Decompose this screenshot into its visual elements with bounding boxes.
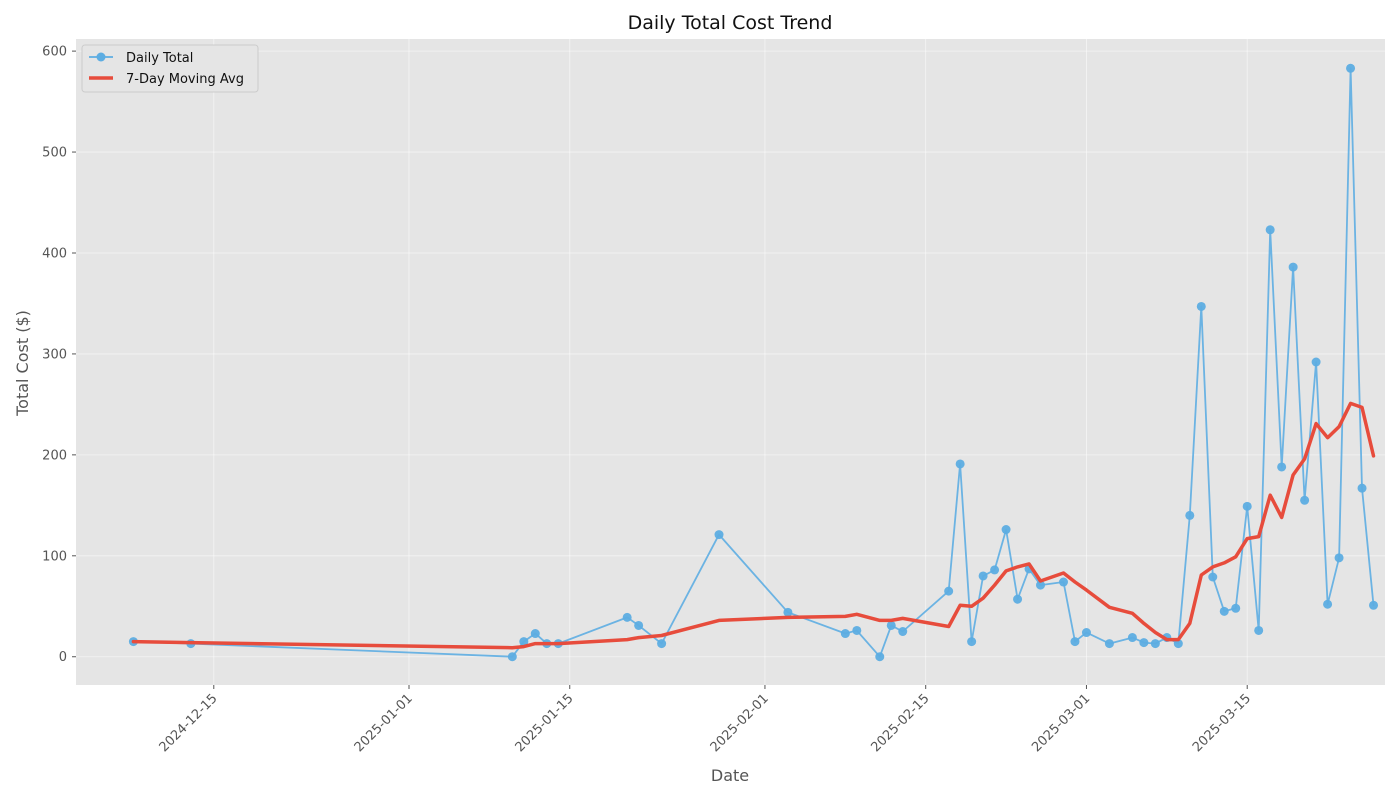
data-point: [1369, 600, 1379, 610]
data-point: [1104, 639, 1114, 649]
y-tick-label: 300: [42, 347, 67, 362]
y-tick-label: 600: [42, 45, 67, 60]
data-point: [1334, 553, 1344, 563]
data-point: [1001, 525, 1011, 535]
data-point: [875, 652, 885, 662]
data-point: [1357, 483, 1367, 493]
data-point: [944, 586, 954, 596]
y-tick-label: 200: [42, 448, 67, 463]
moving-avg-line: [131, 401, 1376, 650]
data-point: [1311, 357, 1321, 367]
y-tick-label: 0: [59, 650, 67, 665]
data-point: [1277, 462, 1287, 472]
data-point: [657, 639, 667, 649]
data-point: [955, 459, 965, 469]
data-point: [1058, 577, 1068, 587]
data-point: [898, 627, 908, 637]
x-axis-label: Date: [711, 766, 749, 785]
data-point: [1173, 639, 1183, 649]
data-point: [530, 629, 540, 639]
grid: [76, 39, 1385, 685]
data-point: [1254, 625, 1264, 635]
data-point: [519, 637, 529, 647]
series-layer: [128, 63, 1379, 662]
plot-area: [76, 39, 1385, 685]
data-point: [1139, 638, 1149, 648]
data-point: [978, 571, 988, 581]
data-point: [886, 620, 896, 630]
data-point: [1150, 639, 1160, 649]
data-point: [1081, 628, 1091, 638]
data-point: [1265, 225, 1275, 235]
data-point: [1070, 637, 1080, 647]
data-point: [1196, 301, 1206, 311]
data-point: [1185, 510, 1195, 520]
data-point: [840, 629, 850, 639]
y-tick-label: 100: [42, 549, 67, 564]
data-point: [1208, 572, 1218, 582]
data-point: [1288, 262, 1298, 272]
data-point: [1036, 580, 1046, 590]
data-point: [1242, 501, 1252, 511]
data-point: [967, 637, 977, 647]
data-point: [1231, 603, 1241, 613]
y-tick-label: 500: [42, 146, 67, 161]
data-point: [1013, 594, 1023, 604]
legend-box: [81, 44, 259, 93]
data-point: [1300, 495, 1310, 505]
daily-total-line: [132, 67, 1375, 658]
legend-label-moving-avg: 7-Day Moving Avg: [126, 72, 244, 87]
data-point: [783, 607, 793, 617]
data-point: [622, 612, 632, 622]
data-point: [714, 530, 724, 540]
data-point: [990, 565, 1000, 575]
y-tick-label: 400: [42, 246, 67, 261]
data-point: [1346, 63, 1356, 73]
data-point: [634, 620, 644, 630]
legend-label-daily-total: Daily Total: [126, 51, 193, 66]
data-point: [1127, 633, 1137, 643]
data-point: [1219, 606, 1229, 616]
data-point: [507, 652, 517, 662]
y-axis-label: Total Cost ($): [13, 310, 32, 417]
legend: Daily Total 7-Day Moving Avg: [81, 44, 259, 93]
legend-marker-daily-total: [96, 52, 106, 62]
series-1: [131, 401, 1376, 650]
data-point: [852, 625, 862, 635]
data-point: [1323, 599, 1333, 609]
chart-title: Daily Total Cost Trend: [628, 12, 833, 34]
